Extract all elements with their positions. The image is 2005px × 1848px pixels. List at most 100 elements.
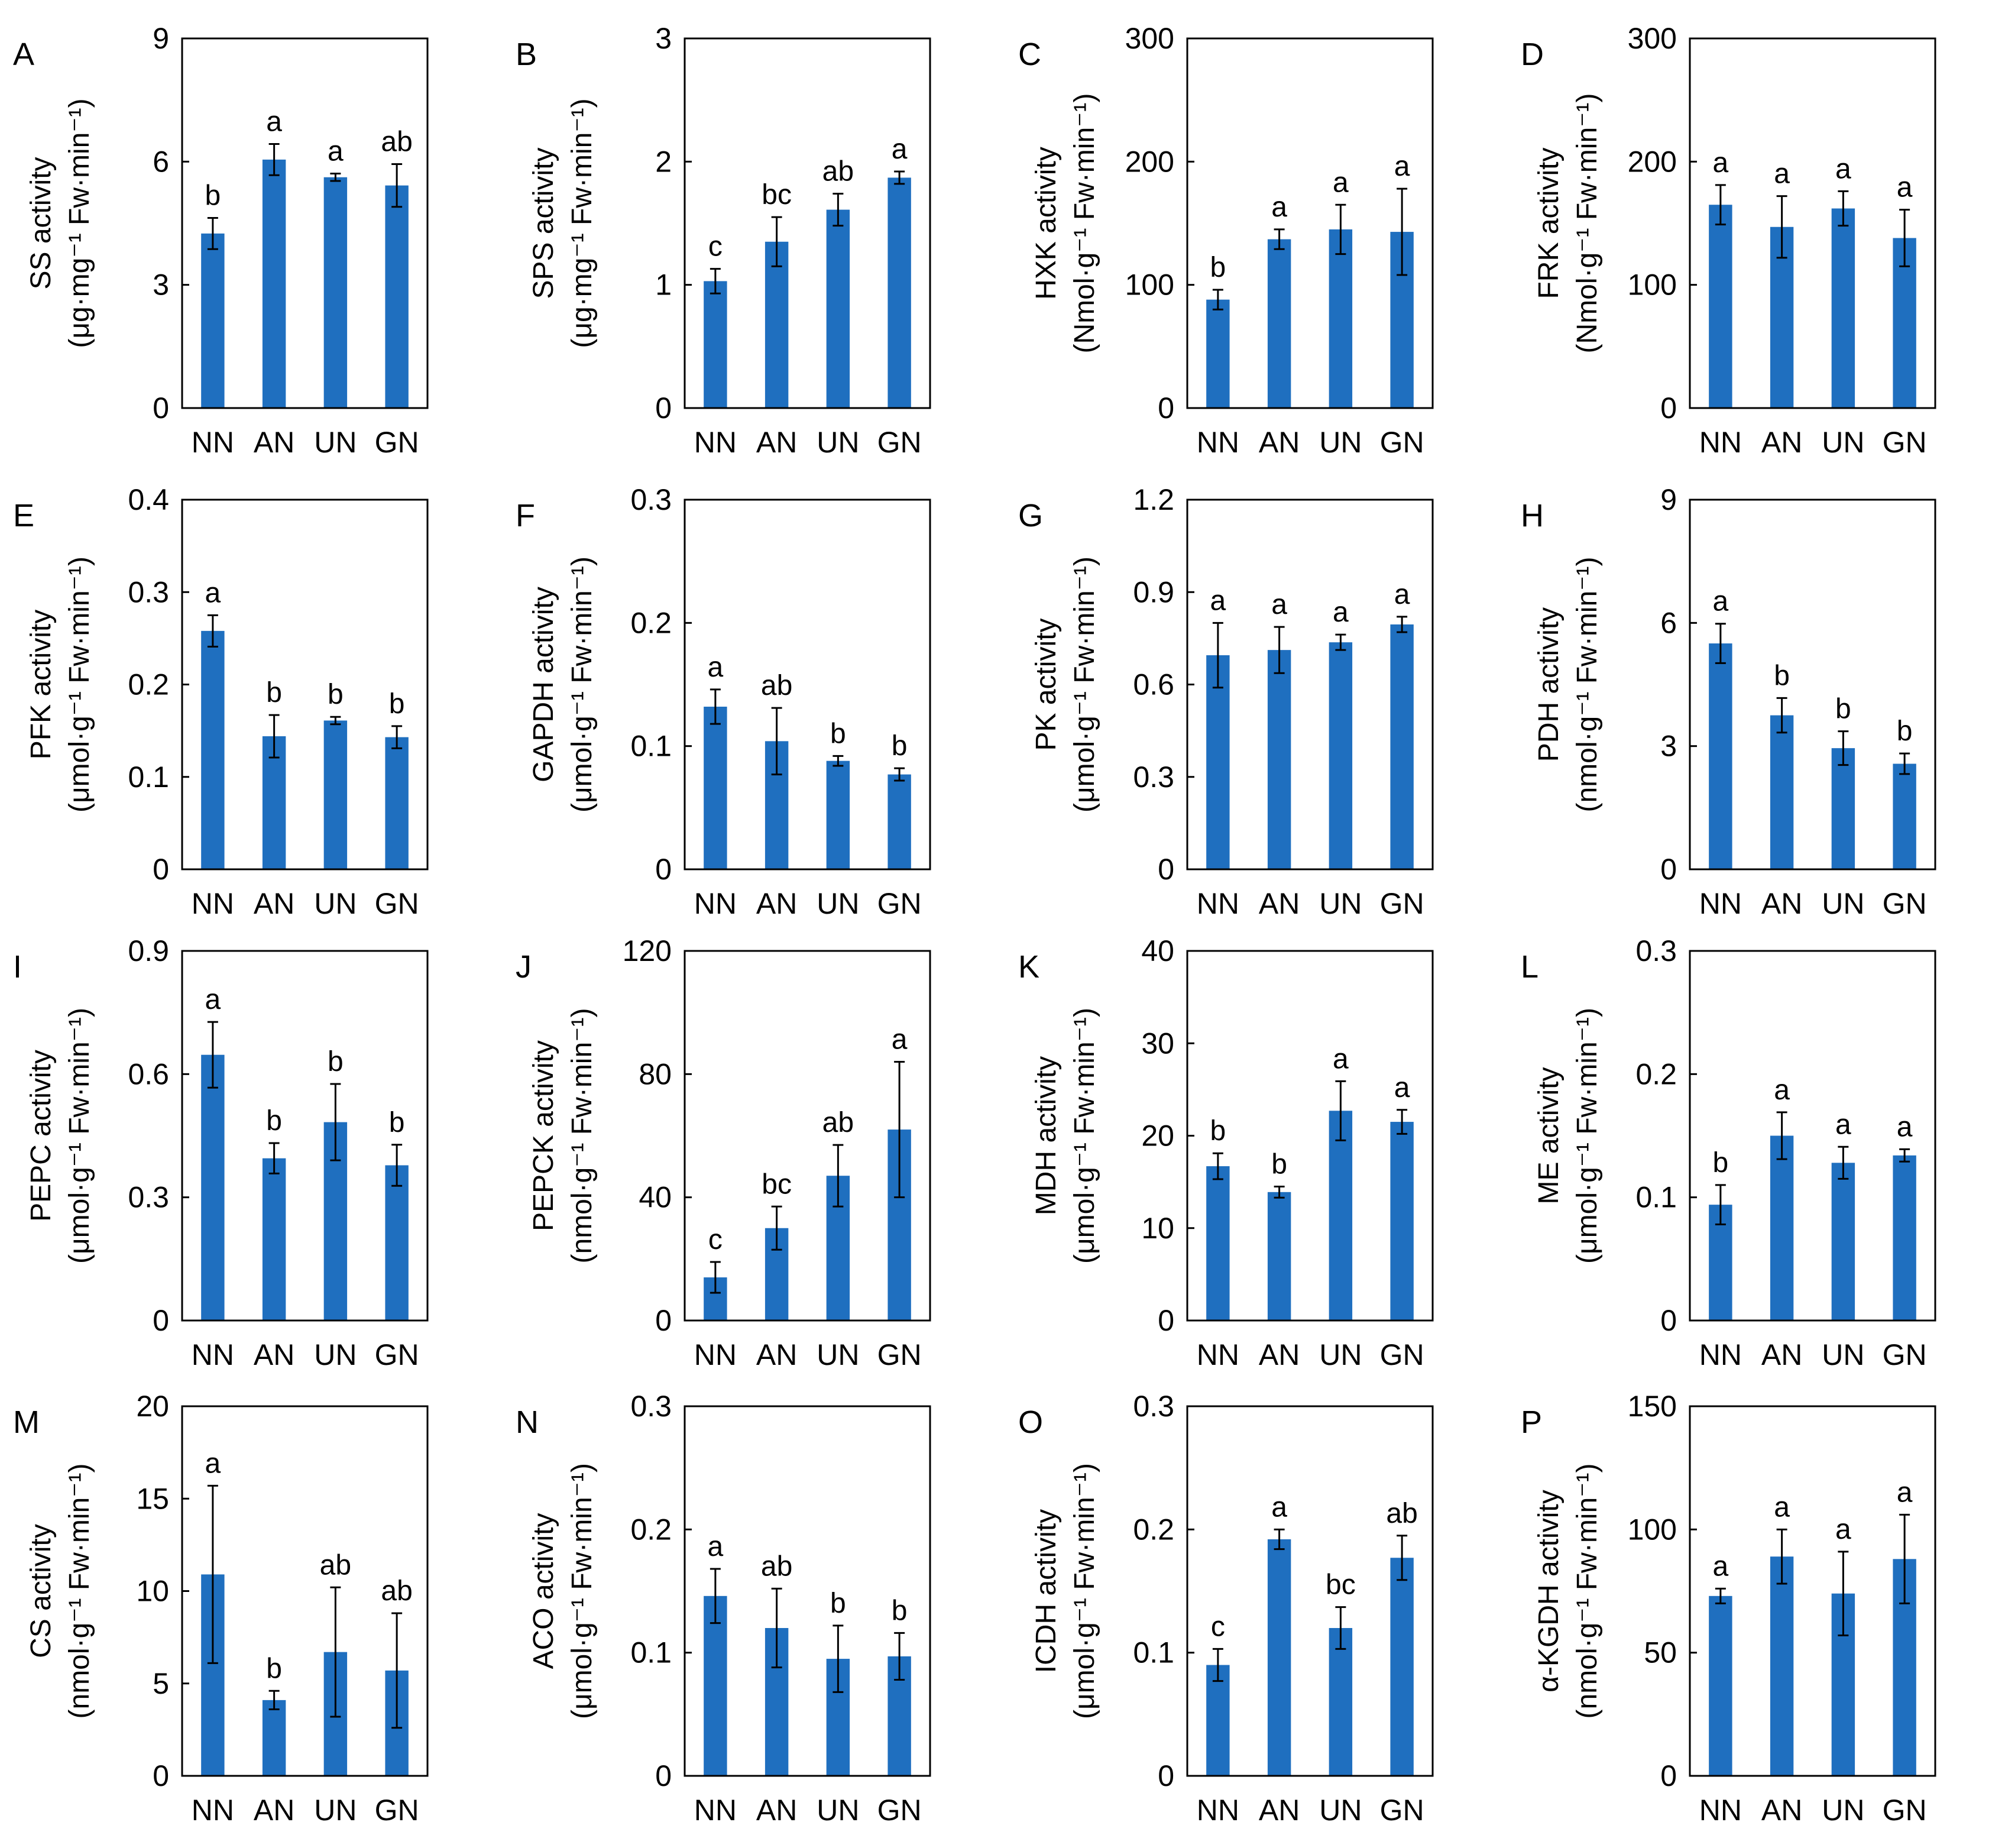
y-tick-label: 0.1 (630, 1636, 672, 1669)
x-tick-label: NN (1197, 1338, 1239, 1371)
bar-un (1329, 229, 1353, 408)
significance-letter: a (708, 652, 724, 683)
significance-letter: ab (381, 127, 412, 158)
significance-letter: a (1271, 192, 1287, 223)
significance-letter: ab (761, 1551, 792, 1582)
plot-frame (684, 1405, 931, 1777)
bar-gn (887, 774, 911, 869)
significance-letter: b (205, 180, 221, 211)
bar-an (765, 241, 789, 408)
error-bar (1899, 1513, 1910, 1604)
error-bar (1715, 184, 1726, 226)
bar-nn (1206, 299, 1230, 408)
panel-n: N ACO activity (μmol·g⁻¹ Fw·min⁻¹) a NN ab AN b… (516, 1390, 931, 1827)
error-bar (1899, 752, 1910, 775)
y-tick-label: 0.2 (128, 668, 169, 701)
error-bar (1274, 626, 1285, 674)
x-tick-label: GN (1883, 887, 1927, 920)
error-bar (1899, 209, 1910, 267)
y-tick-label: 6 (153, 145, 169, 178)
x-tick-label: NN (694, 1794, 737, 1827)
y-tick-label: 3 (153, 268, 169, 302)
x-tick-label: AN (756, 426, 797, 459)
y-tick-label: 0.3 (128, 1181, 169, 1214)
y-tick-label: 300 (1125, 22, 1174, 55)
x-tick-label: AN (1259, 1794, 1300, 1827)
y-tick-label: 6 (1660, 606, 1677, 639)
error-bar (268, 143, 280, 176)
y-tick-label: 0.4 (128, 483, 169, 516)
y-tick-label: 0 (655, 1759, 672, 1792)
significance-letter: a (1835, 1109, 1851, 1140)
plot-frame (181, 499, 429, 870)
error-bar (1397, 187, 1408, 276)
error-bar (391, 1144, 403, 1187)
significance-letter: a (1774, 1491, 1790, 1523)
x-tick-label: NN (1699, 887, 1742, 920)
significance-letter: ab (822, 1107, 854, 1138)
error-bar (833, 1144, 844, 1208)
significance-letter: c (708, 1224, 723, 1255)
significance-letter: a (1897, 1111, 1913, 1143)
bar-an (262, 736, 286, 869)
significance-letter: a (205, 984, 221, 1015)
x-tick-label: UN (1822, 887, 1864, 920)
y-axis-unit: (μmol·g⁻¹ Fw·min⁻¹) (566, 1463, 598, 1719)
significance-letter: bc (762, 1169, 792, 1200)
y-tick-label: 0.6 (128, 1057, 169, 1090)
x-tick-label: UN (817, 1338, 859, 1371)
plot-frame (1689, 499, 1936, 870)
y-tick-label: 0.2 (1133, 1513, 1174, 1546)
y-tick-label: 100 (1628, 268, 1677, 302)
panel-label: O (1018, 1404, 1043, 1440)
x-tick-label: GN (877, 887, 922, 920)
bar-un (1831, 1163, 1855, 1321)
error-bar (771, 1587, 782, 1669)
panel-i: I PEPC activity (μmol·g⁻¹ Fw·min⁻¹) a NN b AN b… (13, 934, 429, 1371)
significance-letter: b (1271, 1148, 1287, 1180)
x-tick-label: GN (375, 887, 419, 920)
plot-frame (1186, 950, 1434, 1322)
significance-letter: a (1333, 167, 1349, 198)
significance-letter: b (1210, 1115, 1226, 1147)
significance-letter: b (830, 1588, 846, 1619)
x-tick-label: NN (1699, 1338, 1742, 1371)
significance-letter: a (1897, 172, 1913, 203)
error-bar (1212, 622, 1223, 689)
plot-frame (1186, 37, 1434, 409)
significance-letter: a (1271, 1491, 1287, 1523)
panel-label: E (13, 498, 34, 533)
y-axis-unit: (μg·mg⁻¹ Fw·min⁻¹) (64, 98, 95, 348)
x-tick-label: GN (1883, 1338, 1927, 1371)
y-axis-unit: (Nmol·g⁻¹ Fw·min⁻¹) (1572, 93, 1603, 354)
x-tick-label: AN (756, 1794, 797, 1827)
x-tick-label: GN (1380, 887, 1424, 920)
significance-letter: a (892, 1024, 908, 1056)
x-tick-label: NN (1197, 426, 1239, 459)
significance-letter: ab (320, 1549, 351, 1581)
y-tick-label: 2 (655, 145, 672, 178)
bar-nn (1206, 655, 1230, 869)
significance-letter: a (1897, 1477, 1913, 1508)
x-tick-label: NN (1699, 426, 1742, 459)
x-tick-label: NN (192, 426, 234, 459)
error-bar (330, 1586, 341, 1718)
error-bar (207, 1021, 218, 1089)
y-tick-label: 0.1 (1635, 1181, 1677, 1214)
y-axis-unit: (μmol·g⁻¹ Fw·min⁻¹) (1572, 1008, 1603, 1264)
y-tick-label: 200 (1125, 145, 1174, 178)
significance-letter: b (1774, 660, 1790, 691)
bar-un (1329, 642, 1353, 869)
error-bar (1776, 1111, 1787, 1160)
x-tick-label: AN (1761, 1794, 1802, 1827)
error-bar (771, 1205, 782, 1251)
y-tick-label: 0.9 (1133, 575, 1174, 609)
y-tick-label: 0 (1158, 1304, 1174, 1337)
significance-letter: b (266, 1653, 282, 1684)
y-axis-unit: (nmol·g⁻¹ Fw·min⁻¹) (566, 1008, 598, 1264)
error-bar (1335, 1606, 1346, 1650)
bar-un (826, 760, 850, 869)
error-bar (1715, 1587, 1726, 1604)
error-bar (1397, 1109, 1408, 1135)
panel-p: Pα-KGDH activity (nmol·g⁻¹ Fw·min⁻¹) a NN a A… (1521, 1390, 1936, 1827)
